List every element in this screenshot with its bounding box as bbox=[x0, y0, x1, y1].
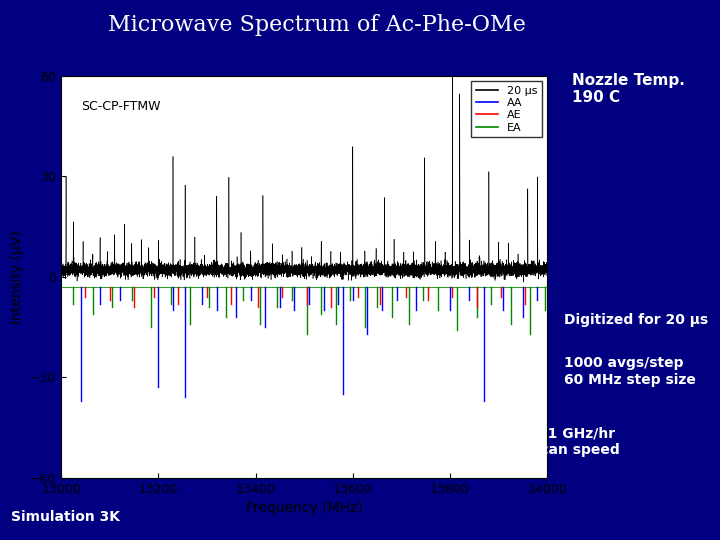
Text: 1000 avgs/step
60 MHz step size: 1000 avgs/step 60 MHz step size bbox=[564, 356, 696, 387]
Text: Digitized for 20 μs: Digitized for 20 μs bbox=[564, 313, 708, 327]
Y-axis label: Intensity (μV): Intensity (μV) bbox=[10, 230, 24, 323]
X-axis label: Frequency (MHz): Frequency (MHz) bbox=[246, 501, 363, 515]
Text: SC-CP-FTMW: SC-CP-FTMW bbox=[81, 100, 160, 113]
Text: Microwave Spectrum of Ac-Phe-OMe: Microwave Spectrum of Ac-Phe-OMe bbox=[108, 14, 526, 36]
Text: Simulation 3K: Simulation 3K bbox=[11, 510, 120, 524]
Text: ~1 GHz/hr
scan speed: ~1 GHz/hr scan speed bbox=[532, 427, 620, 457]
Legend: 20 μs, AA, AE, EA: 20 μs, AA, AE, EA bbox=[471, 81, 541, 137]
Text: Nozzle Temp.
190 C: Nozzle Temp. 190 C bbox=[572, 73, 685, 105]
